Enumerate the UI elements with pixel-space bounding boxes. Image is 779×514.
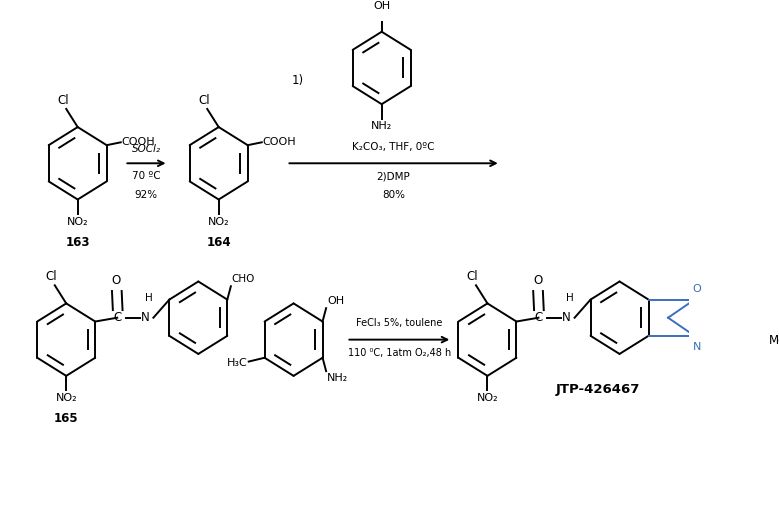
Text: CHO: CHO xyxy=(231,274,255,284)
Text: NH₂: NH₂ xyxy=(371,121,393,132)
Text: 165: 165 xyxy=(54,412,79,425)
Text: FeCl₃ 5%, toulene: FeCl₃ 5%, toulene xyxy=(356,318,442,328)
Text: OH: OH xyxy=(327,296,344,306)
Text: Cl: Cl xyxy=(45,270,57,283)
Text: NO₂: NO₂ xyxy=(67,217,89,227)
Text: 164: 164 xyxy=(206,236,231,249)
Text: NO₂: NO₂ xyxy=(55,393,77,403)
Text: Me: Me xyxy=(768,334,779,347)
Text: NO₂: NO₂ xyxy=(208,217,230,227)
Text: Cl: Cl xyxy=(57,94,69,107)
Text: H: H xyxy=(145,293,153,303)
Text: O: O xyxy=(534,274,543,287)
Text: N: N xyxy=(141,311,150,324)
Text: COOH: COOH xyxy=(122,137,155,148)
Text: 1): 1) xyxy=(292,74,304,87)
Text: K₂CO₃, THF, 0ºC: K₂CO₃, THF, 0ºC xyxy=(352,142,435,152)
Text: NO₂: NO₂ xyxy=(477,393,499,403)
Text: O: O xyxy=(111,274,121,287)
Text: OH: OH xyxy=(373,1,390,11)
Text: Cl: Cl xyxy=(198,94,210,107)
Text: C: C xyxy=(534,311,543,324)
Text: N: N xyxy=(693,341,701,352)
Text: NH₂: NH₂ xyxy=(327,373,348,383)
Text: 70 ºC: 70 ºC xyxy=(132,171,160,181)
Text: Cl: Cl xyxy=(467,270,478,283)
Text: SOCl₂: SOCl₂ xyxy=(132,144,161,154)
Text: 2)DMP: 2)DMP xyxy=(377,172,411,182)
Text: O: O xyxy=(693,284,702,294)
Text: 110 ⁰C, 1atm O₂,48 h: 110 ⁰C, 1atm O₂,48 h xyxy=(347,348,451,358)
Text: 163: 163 xyxy=(65,236,90,249)
Text: 80%: 80% xyxy=(382,190,405,200)
Text: N: N xyxy=(562,311,571,324)
Text: C: C xyxy=(113,311,122,324)
Text: H: H xyxy=(566,293,574,303)
Text: 92%: 92% xyxy=(135,190,158,200)
Text: COOH: COOH xyxy=(263,137,296,148)
Text: JTP-426467: JTP-426467 xyxy=(555,382,640,396)
Text: H₃C: H₃C xyxy=(227,358,248,368)
